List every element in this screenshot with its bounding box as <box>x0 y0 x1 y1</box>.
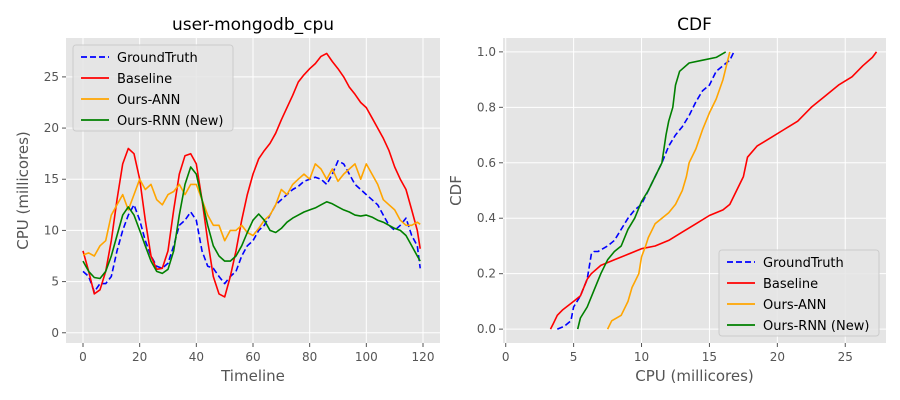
y-tick-label: 0.0 <box>477 322 496 336</box>
y-tick-label: 10 <box>44 223 59 237</box>
x-tick-label: 20 <box>132 350 147 364</box>
x-tick-label: 20 <box>770 350 785 364</box>
legend: GroundTruth Baseline Ours-ANN Ours-RNN (New… <box>72 44 234 132</box>
legend-label: Baseline <box>763 277 818 292</box>
legend-box <box>72 44 234 132</box>
chart-title: CDF <box>677 15 712 35</box>
x-tick-label: 0 <box>502 350 510 364</box>
legend-label: Ours-ANN <box>117 93 180 108</box>
x-tick-label: 10 <box>634 350 649 364</box>
legend-label: Ours-ANN <box>763 298 826 313</box>
legend-label: Baseline <box>117 72 172 87</box>
y-axis-label: CDF <box>447 175 465 206</box>
y-tick-label: 25 <box>44 70 59 84</box>
x-tick-label: 25 <box>838 350 853 364</box>
legend-label: Ours-RNN (New) <box>117 114 223 129</box>
series-line-baseline <box>549 51 878 330</box>
series-line-ours-ann <box>606 51 731 330</box>
x-tick-label: 100 <box>355 350 378 364</box>
y-tick-label: 0.2 <box>477 267 496 281</box>
x-axis-label: Timeline <box>220 367 285 385</box>
x-tick-label: 15 <box>702 350 717 364</box>
y-tick-label: 0.6 <box>477 156 496 170</box>
y-tick-label: 1.0 <box>477 45 496 59</box>
legend-label: Ours-RNN (New) <box>763 319 869 334</box>
legend-label: GroundTruth <box>763 256 844 271</box>
chart-2: 0 5 10 15 20 25 0.0 0.2 0.4 0.6 0.8 1.0 CDF CPU (mill… <box>447 15 886 385</box>
series-line-groundtruth <box>82 160 421 293</box>
series-line-ours-rnn-new <box>82 166 421 280</box>
y-tick-label: 0 <box>51 326 59 340</box>
legend: GroundTruth Baseline Ours-ANN Ours-RNN (New… <box>718 249 880 337</box>
chart-1: 0 20 40 60 80 100 120 0 5 10 15 20 25 user-mongodb_cp… <box>14 15 440 385</box>
x-tick-label: 0 <box>79 350 87 364</box>
x-tick-label: 80 <box>302 350 317 364</box>
x-tick-label: 5 <box>570 350 578 364</box>
y-tick-label: 20 <box>44 121 59 135</box>
y-tick-label: 0.8 <box>477 100 496 114</box>
x-tick-label: 120 <box>412 350 435 364</box>
y-tick-label: 0.4 <box>477 211 496 225</box>
series-line-ours-rnn-new <box>576 51 727 330</box>
y-tick-label: 15 <box>44 172 59 186</box>
chart-title: user-mongodb_cpu <box>172 15 334 35</box>
x-axis-label: CPU (millicores) <box>635 367 754 385</box>
y-axis-label: CPU (millicores) <box>14 131 32 250</box>
legend-box <box>718 249 880 337</box>
legend-label: GroundTruth <box>117 51 198 66</box>
x-tick-label: 60 <box>245 350 260 364</box>
x-tick-label: 40 <box>189 350 204 364</box>
y-tick-label: 5 <box>51 275 59 289</box>
series-line-ours-ann <box>82 163 421 257</box>
